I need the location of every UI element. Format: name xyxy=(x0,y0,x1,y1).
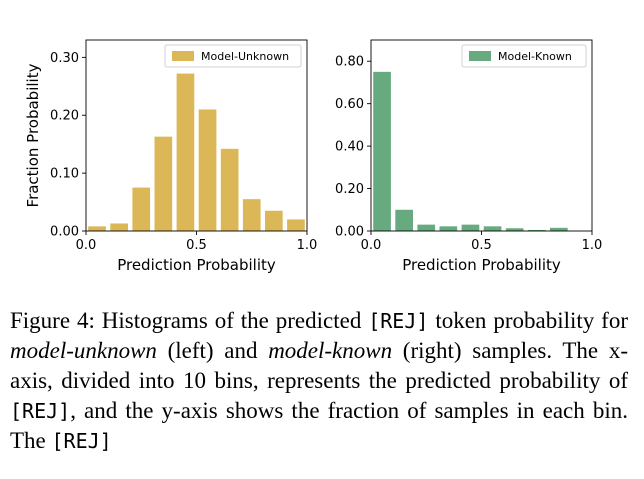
x-tick-label: 0.5 xyxy=(471,238,492,253)
caption-text-2: token probability for xyxy=(428,308,628,333)
y-axis-label: Fraction Probability xyxy=(24,63,42,207)
legend-swatch xyxy=(469,51,491,61)
caption-text-3: (left) and xyxy=(156,338,269,363)
histogram-bar xyxy=(505,228,524,231)
histogram-bar xyxy=(395,209,413,231)
figure: 0.00 0.10 0.20 0.30 0.0 0.5 1.0 Prediction Prob… xyxy=(24,39,603,274)
y-tick-label: 0.60 xyxy=(335,97,364,112)
legend-box xyxy=(461,44,587,68)
legend: Model-Known xyxy=(461,44,587,68)
y-tick-label: 0.40 xyxy=(335,140,364,155)
histogram-bar xyxy=(461,224,480,231)
histogram-bar xyxy=(373,71,391,231)
caption-model-unknown: model-unknown xyxy=(10,338,157,363)
histogram-bar xyxy=(483,226,502,231)
legend-box xyxy=(164,44,302,68)
histogram-model-known: 0.00 0.20 0.40 0.60 0.80 0.0 0.5 1.0 Prediction … xyxy=(335,39,603,274)
y-tick-label: 0.00 xyxy=(50,225,79,240)
x-tick-label: 0.0 xyxy=(361,238,382,253)
y-tick-label: 0.20 xyxy=(50,109,79,124)
x-tick-label: 1.0 xyxy=(582,238,603,253)
caption-token-2: [REJ] xyxy=(10,399,71,423)
caption-token-1: [REJ] xyxy=(368,309,429,333)
histogram-bar xyxy=(110,223,128,231)
legend: Model-Unknown xyxy=(164,44,302,68)
histogram-bar xyxy=(287,219,305,231)
histogram-bar xyxy=(88,226,106,231)
histogram-model-unknown: 0.00 0.10 0.20 0.30 0.0 0.5 1.0 Prediction Prob… xyxy=(24,39,318,274)
x-tick-label: 0.5 xyxy=(186,238,207,253)
legend-swatch xyxy=(172,51,194,61)
y-tick-label: 0.00 xyxy=(335,225,364,240)
histogram-bar xyxy=(220,148,239,231)
legend-label: Model-Unknown xyxy=(201,50,289,63)
y-tick-label: 0.10 xyxy=(50,167,79,182)
caption-token-3: [REJ] xyxy=(51,429,112,453)
y-tick-label: 0.20 xyxy=(335,182,364,197)
histogram-bar xyxy=(265,210,283,231)
caption-label: Figure 4: xyxy=(10,308,95,333)
x-axis-label: Prediction Probability xyxy=(402,256,561,274)
legend-label: Model-Known xyxy=(498,50,572,63)
histogram-bar xyxy=(527,229,546,231)
histogram-bar xyxy=(132,187,151,231)
caption-model-known: model-known xyxy=(268,338,393,363)
histogram-bar xyxy=(154,136,173,231)
y-tick-label: 0.30 xyxy=(50,51,79,66)
y-tick-label: 0.80 xyxy=(335,55,364,70)
histogram-bar xyxy=(550,227,568,231)
x-axis-label: Prediction Probability xyxy=(117,256,276,274)
histogram-bar xyxy=(439,226,458,231)
histogram-bar xyxy=(417,224,436,231)
axes-frame xyxy=(370,39,593,232)
figure-caption: Figure 4: Histograms of the predicted [R… xyxy=(10,306,628,456)
x-tick-label: 0.0 xyxy=(76,238,97,253)
histogram-bar xyxy=(198,109,217,231)
histogram-bar xyxy=(176,73,195,231)
x-tick-label: 1.0 xyxy=(297,238,318,253)
caption-text-1: Histograms of the predicted xyxy=(94,308,369,333)
histogram-figure: 0.00 0.10 0.20 0.30 0.0 0.5 1.0 Prediction Prob… xyxy=(24,39,603,274)
axes-frame xyxy=(85,39,308,232)
caption-text-4: (right) samples. The x-axis, divided int… xyxy=(10,338,628,393)
caption-text-5: , and the y-axis shows the fraction of s… xyxy=(10,398,628,453)
histogram-bar xyxy=(242,199,261,231)
